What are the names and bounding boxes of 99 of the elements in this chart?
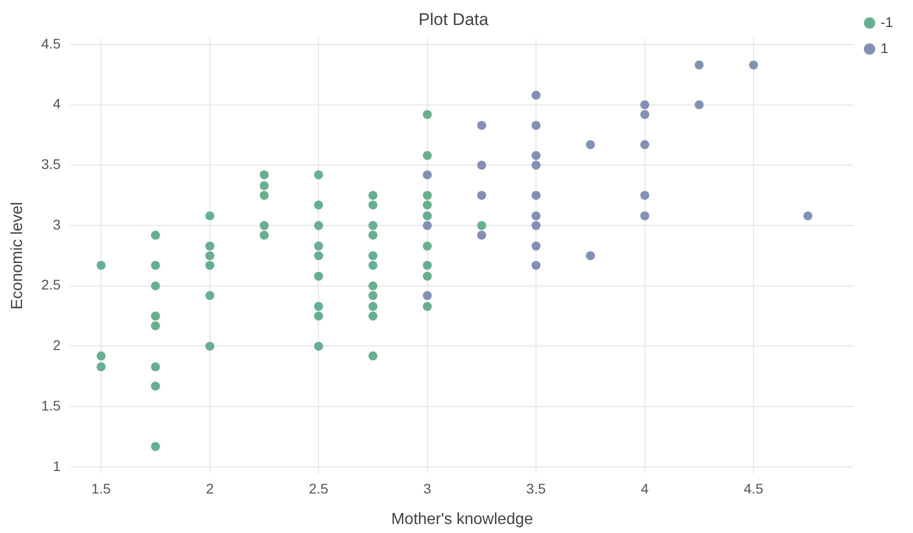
- point: [150, 362, 160, 372]
- point: [586, 140, 595, 150]
- point: [368, 302, 378, 311]
- point: [150, 230, 160, 240]
- x-tick-label: 3: [423, 480, 432, 496]
- x-tick-label: 4: [640, 480, 649, 496]
- y-tick-label: 2: [52, 337, 61, 354]
- point: [150, 321, 160, 330]
- point: [314, 200, 324, 210]
- point: [640, 211, 650, 220]
- y-tick-label: 2.5: [41, 276, 61, 293]
- point: [532, 151, 541, 160]
- point: [314, 251, 324, 260]
- point: [150, 260, 160, 270]
- legend-label: 1: [880, 40, 889, 56]
- point: [477, 230, 486, 240]
- point: [422, 170, 432, 180]
- point: [422, 110, 432, 119]
- y-axis-title: Economic level: [9, 202, 26, 310]
- point: [422, 151, 432, 160]
- point: [532, 221, 541, 230]
- point: [260, 221, 269, 230]
- y-tick-label: 4: [52, 96, 61, 112]
- point: [640, 190, 650, 200]
- point: [150, 382, 160, 391]
- point: [260, 230, 269, 240]
- point: [532, 90, 541, 100]
- point: [205, 342, 214, 351]
- point: [314, 342, 324, 351]
- point: [368, 200, 378, 210]
- y-tick-label: 1.5: [41, 397, 61, 414]
- legend-label: -1: [880, 14, 894, 30]
- point: [150, 312, 160, 321]
- x-tick-label: 3.5: [526, 480, 546, 496]
- point: [205, 291, 214, 300]
- point: [96, 260, 106, 270]
- point: [260, 170, 269, 180]
- point: [368, 190, 378, 200]
- point: [205, 211, 214, 220]
- point: [368, 312, 378, 321]
- point: [422, 221, 432, 230]
- point: [96, 351, 106, 360]
- point: [150, 281, 160, 290]
- point: [532, 242, 541, 251]
- point: [532, 260, 541, 270]
- point: [314, 242, 324, 251]
- point: [640, 140, 650, 150]
- point: [314, 170, 324, 180]
- x-tick-label: 1.5: [91, 480, 112, 496]
- point: [314, 272, 324, 281]
- x-tick-label: 2.5: [308, 480, 329, 496]
- point: [422, 200, 432, 210]
- point: [422, 291, 432, 300]
- point: [314, 221, 324, 230]
- point: [368, 291, 378, 300]
- point: [205, 251, 214, 260]
- point: [640, 100, 650, 110]
- y-tick-label: 3.5: [41, 156, 61, 172]
- point: [694, 60, 704, 70]
- point: [368, 251, 378, 260]
- x-tick-label: 4.5: [744, 480, 764, 496]
- point: [422, 302, 432, 311]
- point: [422, 190, 432, 200]
- point: [368, 260, 378, 270]
- point: [586, 251, 595, 260]
- point: [368, 351, 378, 360]
- y-tick-label: 4.5: [41, 35, 61, 52]
- point: [314, 302, 324, 311]
- point: [314, 312, 324, 321]
- point: [260, 181, 269, 190]
- point: [422, 211, 432, 220]
- point: [477, 221, 486, 230]
- y-tick-label: 1: [52, 458, 61, 474]
- point: [96, 362, 106, 372]
- point: [422, 272, 432, 281]
- point: [260, 190, 269, 200]
- point: [150, 442, 160, 451]
- point: [694, 100, 704, 110]
- point: [532, 120, 541, 130]
- point: [749, 60, 758, 70]
- point: [205, 242, 214, 251]
- point: [205, 260, 214, 270]
- point: [368, 221, 378, 230]
- point: [803, 211, 812, 220]
- point: [532, 190, 541, 200]
- point: [368, 281, 378, 290]
- point: [422, 260, 432, 270]
- point: [422, 242, 432, 251]
- point: [477, 190, 486, 200]
- point: [532, 160, 541, 170]
- point: [532, 211, 541, 220]
- x-tick-label: 2: [206, 480, 214, 496]
- x-axis-title: Mother's knowledge: [391, 510, 534, 528]
- point: [477, 120, 486, 130]
- y-tick-label: 3: [52, 216, 61, 232]
- point: [368, 230, 378, 240]
- chart-title: Plot Data: [418, 10, 489, 29]
- point: [640, 110, 650, 119]
- point: [477, 160, 486, 170]
